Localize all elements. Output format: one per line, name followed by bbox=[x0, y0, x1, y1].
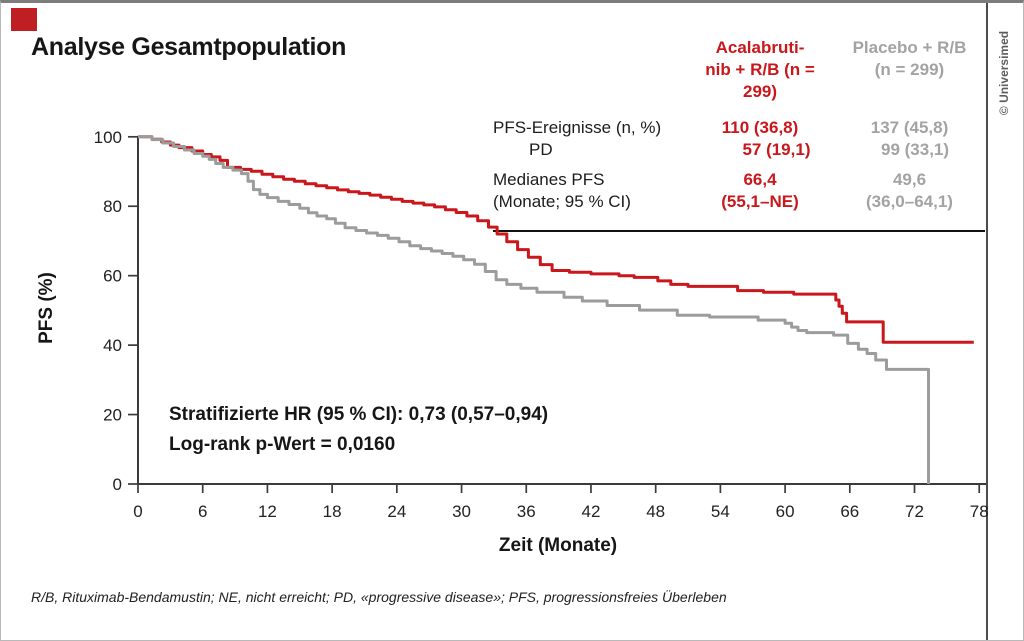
median-placebo-ci: (36,0–64,1) bbox=[866, 192, 953, 211]
svg-text:42: 42 bbox=[582, 502, 601, 521]
acala-header-line2: nib + R/B (n = 299) bbox=[705, 60, 815, 101]
logrank-line: Log-rank p-Wert = 0,0160 bbox=[169, 434, 396, 455]
svg-text:18: 18 bbox=[323, 502, 342, 521]
svg-text:36: 36 bbox=[517, 502, 536, 521]
svg-text:60: 60 bbox=[776, 502, 795, 521]
svg-text:80: 80 bbox=[103, 197, 122, 216]
pd-placebo: 99 (33,1) bbox=[881, 140, 950, 159]
table-row-pfs-events: PFS-Ereignisse (n, %) 110 (36,8) 137 (45… bbox=[493, 117, 985, 139]
median-placebo-value: 49,6 bbox=[892, 170, 927, 189]
table-underline bbox=[493, 230, 985, 232]
svg-text:78: 78 bbox=[970, 502, 989, 521]
y-axis-label: PFS (%) bbox=[36, 272, 57, 344]
hr-line: Stratifizierte HR (95 % CI): 0,73 (0,57–… bbox=[169, 404, 549, 425]
x-axis-label: Zeit (Monate) bbox=[498, 535, 618, 556]
row-label: PD bbox=[529, 140, 553, 159]
svg-text:60: 60 bbox=[103, 267, 122, 286]
stats-table: Acalabruti- nib + R/B (n = 299) Placebo … bbox=[493, 37, 985, 232]
pfs-events-placebo: 137 (45,8) bbox=[870, 118, 949, 137]
svg-text:72: 72 bbox=[905, 502, 924, 521]
abbreviations-footnote: R/B, Rituximab-Bendamustin; NE, nicht er… bbox=[31, 589, 727, 605]
median-placebo: 49,6 (36,0–64,1) bbox=[834, 169, 985, 213]
svg-text:20: 20 bbox=[103, 406, 122, 425]
svg-text:0: 0 bbox=[113, 475, 122, 494]
pd-acala: 57 (19,1) bbox=[742, 140, 811, 159]
svg-text:66: 66 bbox=[840, 502, 859, 521]
median-acala: 66,4 (55,1–NE) bbox=[686, 169, 834, 213]
column-header-acalabrutinib: Acalabruti- nib + R/B (n = 299) bbox=[686, 37, 834, 103]
svg-text:0: 0 bbox=[133, 502, 142, 521]
brand-red-square bbox=[11, 8, 37, 31]
table-row-pd: PD 57 (19,1) 99 (33,1) bbox=[493, 139, 985, 161]
svg-text:12: 12 bbox=[258, 502, 277, 521]
median-acala-value: 66,4 bbox=[743, 170, 777, 189]
page-title: Analyse Gesamtpopulation bbox=[31, 33, 347, 61]
svg-text:40: 40 bbox=[103, 336, 122, 355]
median-acala-ci: (55,1–NE) bbox=[721, 192, 799, 211]
svg-text:48: 48 bbox=[646, 502, 665, 521]
svg-text:6: 6 bbox=[198, 502, 207, 521]
hr-annotation: Stratifizierte HR (95 % CI): 0,73 (0,57–… bbox=[169, 400, 548, 460]
placebo-header-line2: (n = 299) bbox=[874, 60, 945, 79]
table-row-median-pfs: Medianes PFS (Monate; 95 % CI) 66,4 (55,… bbox=[493, 169, 985, 213]
stats-table-header: Acalabruti- nib + R/B (n = 299) Placebo … bbox=[493, 37, 985, 103]
svg-text:24: 24 bbox=[387, 502, 406, 521]
right-divider-line bbox=[986, 3, 988, 640]
row-label: PFS-Ereignisse (n, %) bbox=[493, 118, 662, 137]
median-label-line2: (Monate; 95 % CI) bbox=[493, 192, 631, 211]
pfs-events-acala: 110 (36,8) bbox=[721, 118, 799, 137]
svg-text:30: 30 bbox=[452, 502, 471, 521]
placebo-header-line1: Placebo + R/B bbox=[852, 38, 967, 57]
svg-text:54: 54 bbox=[711, 502, 730, 521]
svg-text:100: 100 bbox=[94, 128, 122, 147]
acala-header-line1: Acalabruti- bbox=[715, 38, 805, 57]
row-label: Medianes PFS (Monate; 95 % CI) bbox=[493, 169, 686, 213]
column-header-placebo: Placebo + R/B (n = 299) bbox=[834, 37, 985, 103]
km-plot: 0 20 40 60 80 100 0 6 12 18 24 30 36 42 48 54 60 66 72 78 bbox=[94, 128, 989, 521]
median-label-line1: Medianes PFS bbox=[493, 170, 605, 189]
